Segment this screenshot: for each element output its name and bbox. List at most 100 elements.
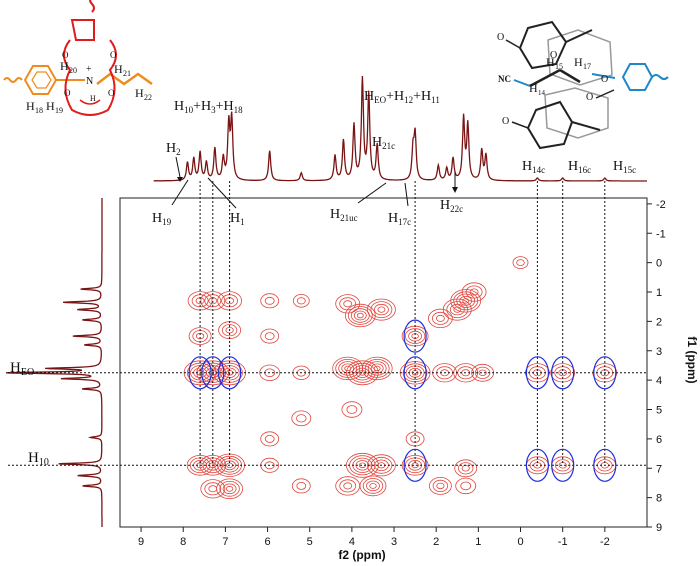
- contour-ring: [339, 479, 357, 493]
- guide-lines: [8, 181, 647, 466]
- svg-text:O: O: [108, 88, 115, 98]
- contour-ring: [192, 329, 208, 343]
- cross-peak: [471, 363, 495, 382]
- x-tick-label: -2: [600, 536, 610, 548]
- svg-text:+: +: [86, 64, 92, 75]
- svg-text:O: O: [62, 50, 69, 60]
- contour-ring: [264, 296, 275, 305]
- contour-ring: [516, 259, 525, 267]
- x-tick-label: -1: [558, 536, 568, 548]
- cross-peak: [461, 282, 487, 302]
- cross-peak: [260, 431, 280, 447]
- contour-ring: [205, 459, 220, 471]
- y-tick-label: 8: [656, 493, 662, 505]
- cross-peak: [454, 459, 478, 478]
- contour-ring: [291, 478, 311, 494]
- svg-text:22: 22: [144, 93, 152, 102]
- y-tick-label: 1: [656, 287, 662, 299]
- contour-ring: [346, 405, 358, 414]
- contour-ring: [436, 482, 445, 490]
- svg-text:O: O: [586, 92, 593, 103]
- circled-peak: [188, 356, 212, 390]
- annotation-heo-h12-h11: HEO+H12+H11: [364, 89, 440, 105]
- svg-text:17: 17: [583, 62, 591, 71]
- contour-ring: [359, 475, 387, 497]
- circled-peak: [551, 448, 575, 482]
- contour-ring: [427, 308, 453, 328]
- svg-text:N: N: [86, 76, 93, 87]
- contour-ring: [458, 462, 474, 475]
- plot-frame: [119, 197, 648, 528]
- circled-peak: [525, 448, 550, 482]
- contour-ring: [335, 294, 361, 314]
- x-axis-label: f2 (ppm): [338, 548, 385, 562]
- x-tick-label: 0: [517, 536, 523, 548]
- circled-peak: [403, 356, 427, 390]
- svg-text:21: 21: [123, 69, 131, 78]
- guide-label-h10: H10: [28, 450, 49, 468]
- contour-ring: [362, 478, 384, 494]
- contour-ring: [188, 327, 212, 346]
- contour-ring: [373, 303, 389, 316]
- contour-ring: [370, 456, 393, 474]
- contour-ring: [373, 365, 381, 372]
- circled-peak: [403, 448, 427, 482]
- annotation-h15c: H15c: [613, 159, 636, 175]
- annotation-h17c: H17c: [388, 211, 411, 227]
- svg-text:H: H: [574, 55, 583, 69]
- contour-ring: [204, 482, 222, 496]
- circled-peak: [201, 356, 225, 390]
- cross-peak: [260, 328, 280, 344]
- cross-peak: [359, 475, 387, 497]
- contour-ring: [431, 311, 449, 325]
- y-tick-label: -2: [656, 199, 666, 211]
- contour-ring: [296, 481, 307, 490]
- contour-ring: [353, 310, 367, 321]
- cross-peak: [291, 410, 312, 427]
- svg-text:O: O: [110, 50, 117, 60]
- contour-ring: [356, 312, 364, 319]
- contour-ring: [408, 330, 423, 342]
- x-axis-ticks: 9 8 7 6 5 4 3 2 1 0 -1 -2: [138, 527, 610, 548]
- contour-ring: [366, 454, 396, 477]
- svg-text:H: H: [546, 55, 555, 69]
- x-tick-label: 5: [307, 536, 313, 548]
- contour-ring: [455, 477, 477, 495]
- cross-peak: [332, 356, 364, 381]
- contour-ring: [335, 358, 361, 378]
- contour-ring: [465, 285, 483, 299]
- cross-peak: [366, 454, 396, 477]
- cross-peak: [291, 478, 311, 494]
- circled-peak: [403, 319, 427, 353]
- y-tick-label: 7: [656, 463, 662, 475]
- annotation-h10-h3-h18: H10+H3+H18: [174, 99, 243, 115]
- contour-ring: [461, 282, 487, 302]
- cross-peak: [366, 298, 396, 321]
- y-tick-label: 9: [656, 522, 662, 534]
- contour-ring: [454, 459, 478, 478]
- contour-ring: [369, 482, 377, 489]
- contour-ring: [370, 301, 393, 319]
- svg-text:18: 18: [35, 106, 43, 115]
- contour-ring: [291, 410, 312, 427]
- cross-peak: [260, 293, 280, 309]
- contour-ring: [223, 460, 237, 471]
- svg-text:20: 20: [69, 66, 77, 75]
- contour-ring: [260, 431, 280, 447]
- x-tick-label: 2: [433, 536, 439, 548]
- contour-ring: [296, 297, 306, 305]
- contour-ring: [364, 358, 390, 378]
- contour-ring: [461, 465, 470, 472]
- contour-ring: [259, 364, 281, 382]
- svg-text:15: 15: [555, 62, 563, 71]
- contour-ring: [460, 481, 472, 491]
- contour-ring: [339, 297, 357, 311]
- annotation-h1: H1: [230, 211, 245, 227]
- cross-peak: [428, 476, 452, 495]
- y-tick-label: 0: [656, 258, 662, 270]
- y-tick-label: 6: [656, 434, 662, 446]
- contour-ring: [260, 328, 280, 344]
- svg-text:14: 14: [538, 89, 546, 97]
- contour-ring: [435, 314, 445, 322]
- contour-ring: [404, 328, 426, 344]
